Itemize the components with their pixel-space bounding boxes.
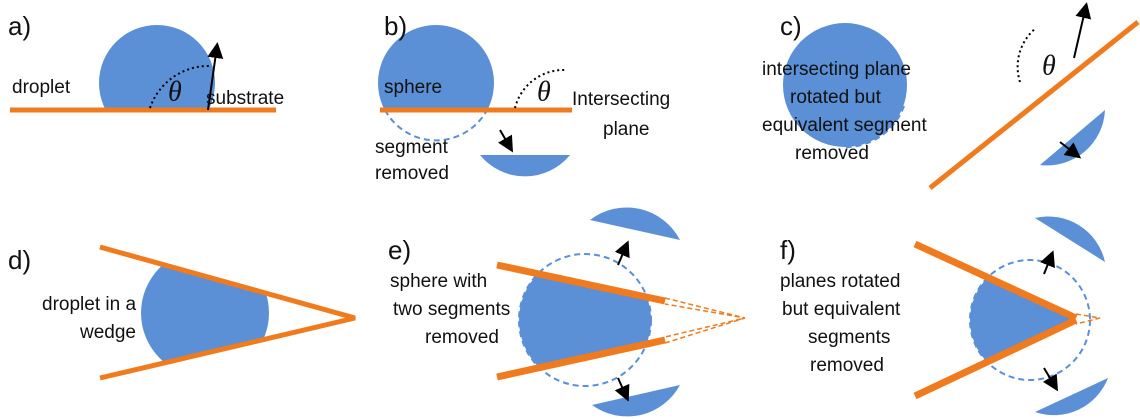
panel-label: e) xyxy=(388,235,411,265)
removed-segment xyxy=(592,385,680,416)
theta: θ xyxy=(1042,50,1056,81)
theta: θ xyxy=(537,76,551,107)
text: removed xyxy=(795,143,869,164)
text: droplet in a xyxy=(42,294,136,315)
panel-e: e) sphere with two segments removed xyxy=(388,207,745,416)
text: removed xyxy=(425,327,499,348)
dashed-extension xyxy=(1076,314,1100,324)
text: two segments xyxy=(393,299,510,320)
removed-segment xyxy=(1035,216,1105,262)
removed-segment xyxy=(590,207,680,240)
panel-d: d) droplet in a wedge xyxy=(8,245,355,378)
dashed-extension xyxy=(665,298,745,318)
arrow xyxy=(1044,368,1056,388)
panel-label: c) xyxy=(780,11,802,41)
text: but equivalent xyxy=(782,299,901,320)
panel-label: d) xyxy=(8,245,31,275)
theta: θ xyxy=(168,76,182,107)
angle-arc xyxy=(1018,28,1036,82)
arrow xyxy=(618,244,627,265)
panel-label: a) xyxy=(8,11,31,41)
panel-f: f) planes rotated but equivalent segment… xyxy=(780,216,1108,415)
arrow xyxy=(1074,6,1086,58)
text: segments xyxy=(808,327,890,348)
text: segment xyxy=(375,137,449,158)
text: equivalent segment xyxy=(762,115,927,136)
text: removed xyxy=(810,355,884,376)
arrow xyxy=(618,378,627,398)
text: substrate xyxy=(206,88,284,109)
panel-label: f) xyxy=(780,235,796,265)
text: Intersecting xyxy=(572,89,670,110)
plane-line xyxy=(930,22,1138,188)
arrow xyxy=(500,130,511,149)
dashed-outline xyxy=(385,110,487,140)
text: sphere xyxy=(384,77,442,98)
panel-c: c) θ intersecting plane rotated but equi… xyxy=(762,6,1138,188)
text: wedge xyxy=(79,322,136,343)
text: removed xyxy=(375,163,449,184)
removed-segment xyxy=(1040,110,1105,165)
removed-segment xyxy=(1035,378,1108,415)
panel-b: b) sphere θ Intersecting plane segment r… xyxy=(375,11,670,184)
figure: a) droplet θ substrate b) sphere θ Inter… xyxy=(0,0,1140,419)
droplet xyxy=(141,249,269,377)
text: sphere with xyxy=(390,271,487,292)
text: droplet xyxy=(12,77,71,98)
droplet xyxy=(99,25,215,141)
text: plane xyxy=(603,119,650,140)
removed-segment xyxy=(480,155,570,176)
panel-a: a) droplet θ substrate xyxy=(8,11,284,141)
text: rotated but xyxy=(790,87,882,108)
text: planes rotated xyxy=(780,271,900,292)
dashed-extension xyxy=(665,318,745,343)
text: intersecting plane xyxy=(762,59,911,80)
panel-label: b) xyxy=(384,11,407,41)
